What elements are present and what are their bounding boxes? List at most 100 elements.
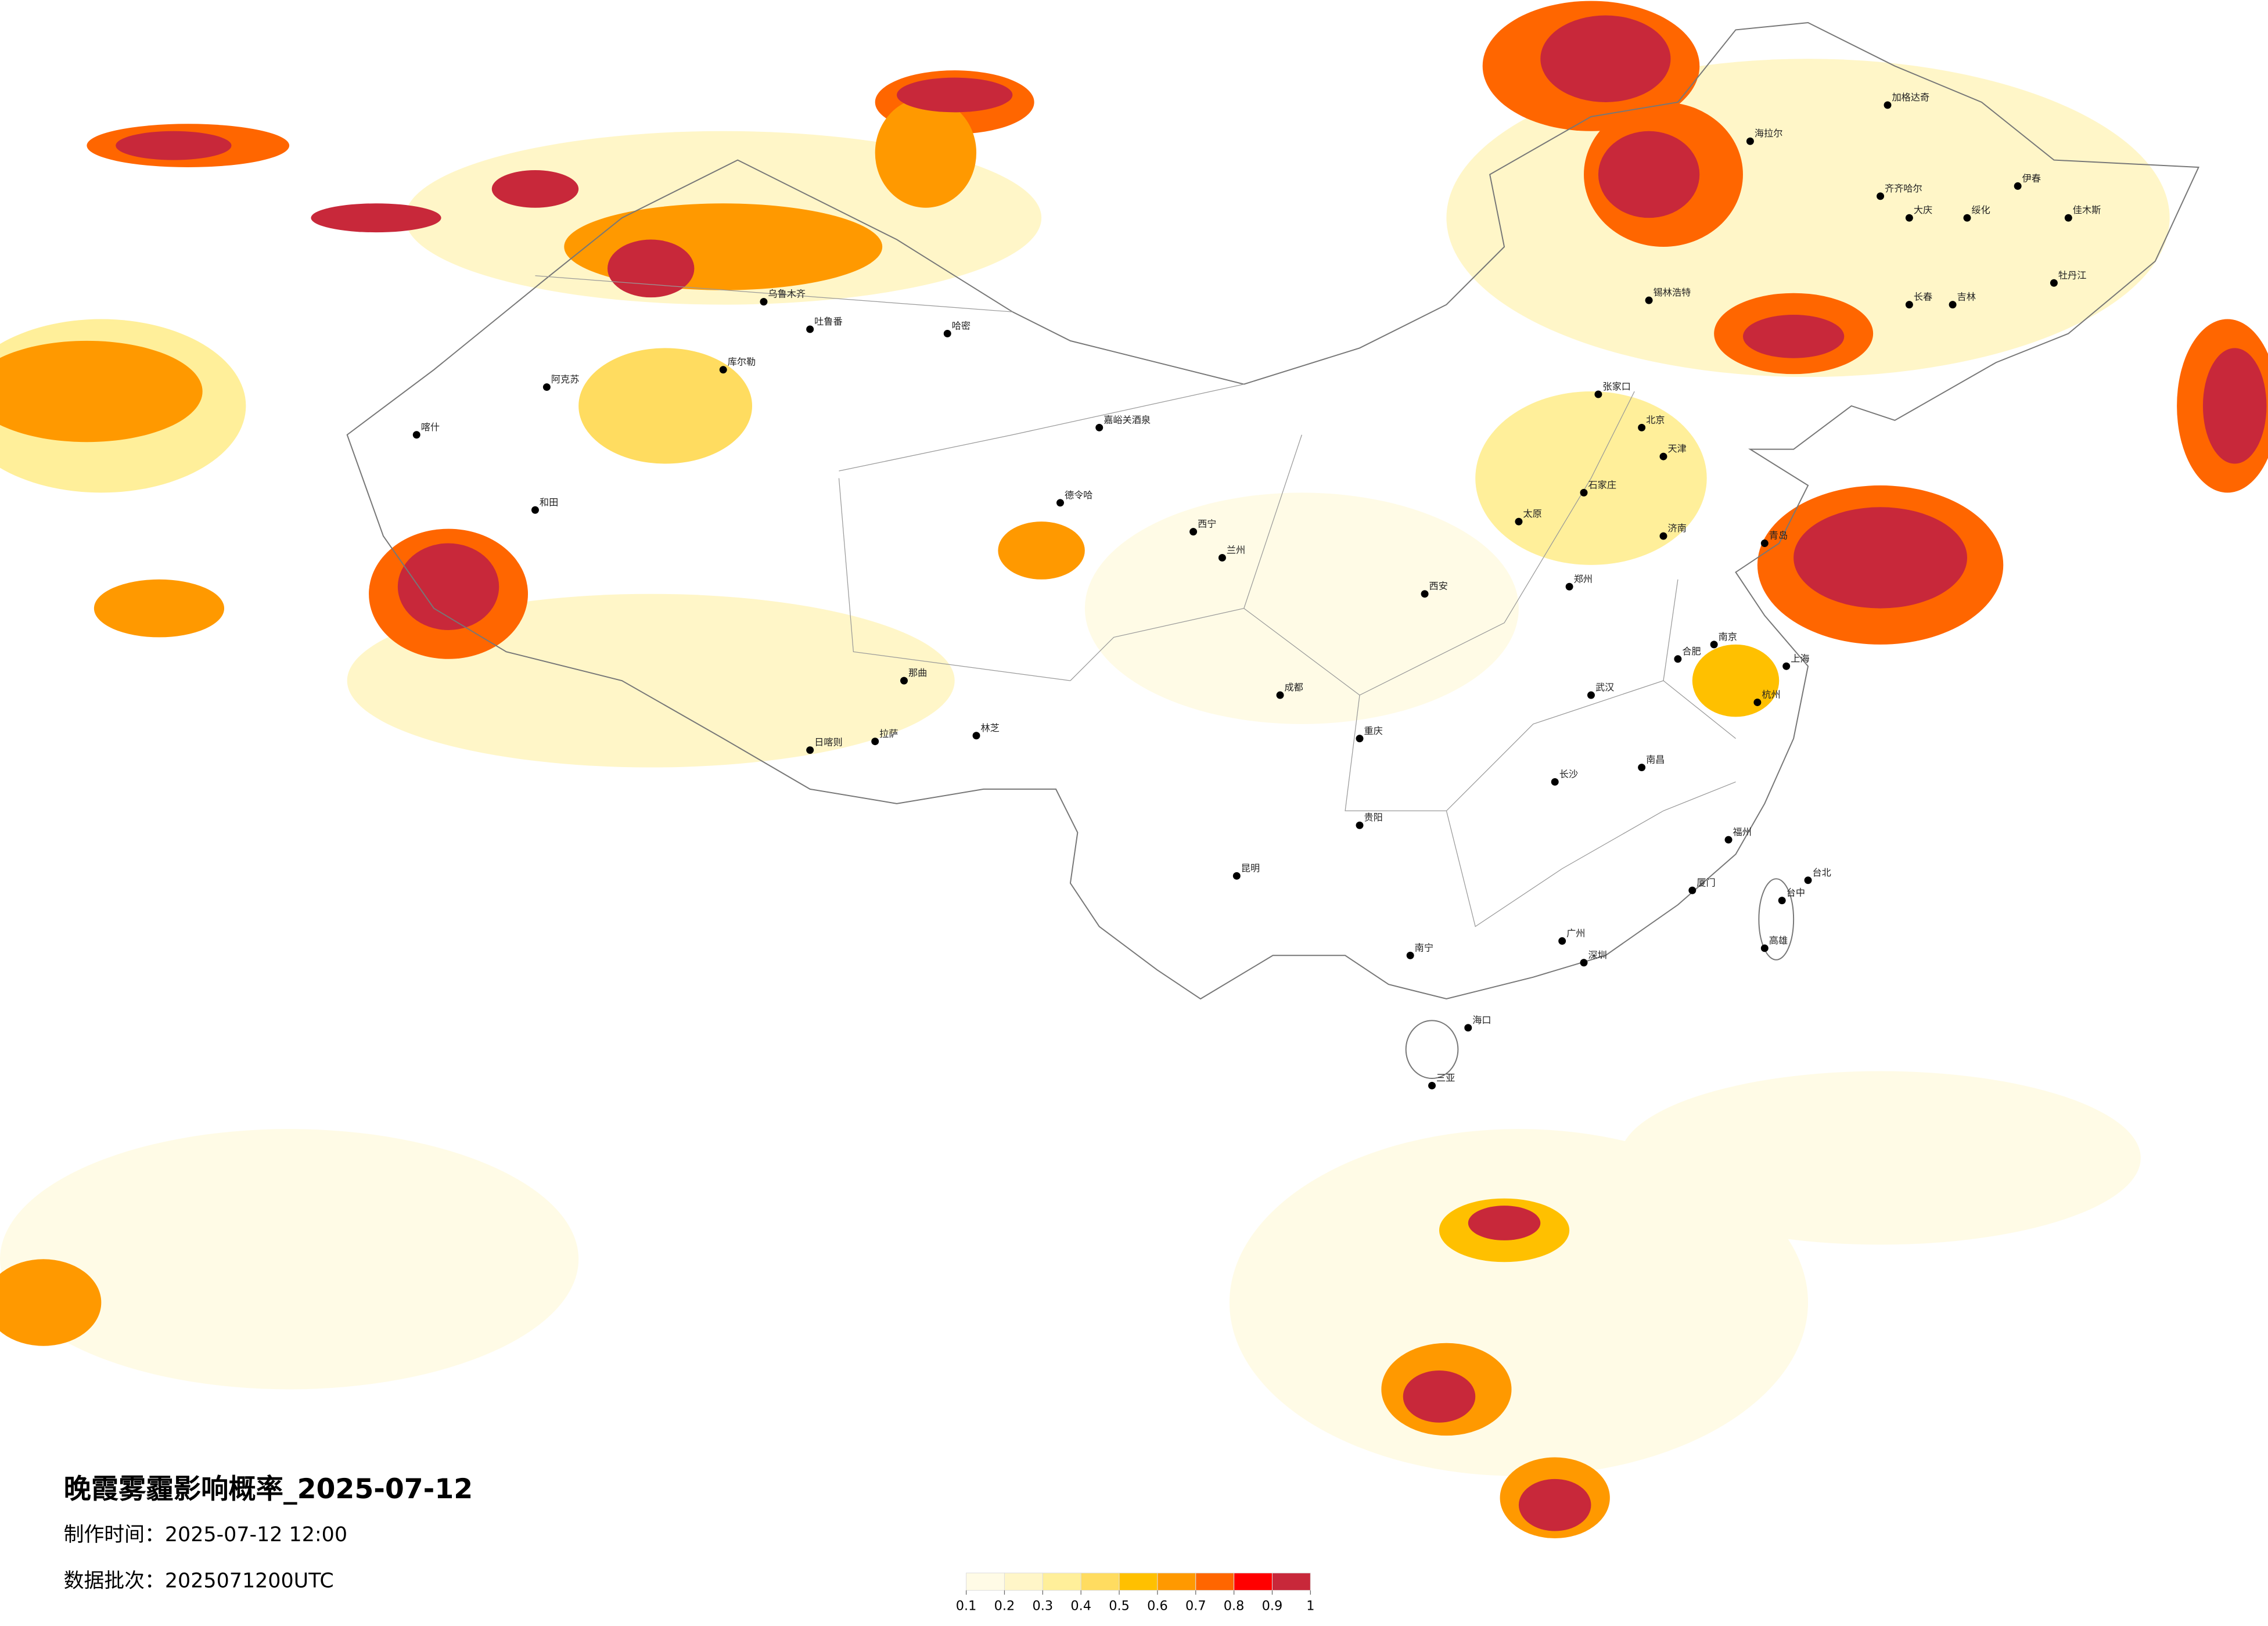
city-dot [1877, 192, 1885, 200]
city-label: 佳木斯 [2073, 204, 2101, 215]
city-label: 厦门 [1696, 877, 1715, 888]
city-label: 广州 [1566, 927, 1585, 938]
city-label: 三亚 [1436, 1072, 1455, 1083]
city-dot [1421, 590, 1429, 598]
city-dot [871, 738, 879, 746]
city-label: 吐鲁番 [814, 316, 843, 327]
data-batch: 数据批次：2025071200UTC [64, 1570, 334, 1593]
legend-tick-label: 0.4 [1070, 1599, 1091, 1614]
province-lines [535, 275, 1736, 927]
city-dot [1638, 423, 1646, 431]
haze-area [1793, 507, 1967, 609]
city-label: 重庆 [1364, 725, 1382, 736]
legend-tick-label: 0.9 [1262, 1599, 1283, 1614]
city-dot [1688, 886, 1696, 894]
legend-swatch [1234, 1573, 1273, 1591]
city-dot [1580, 488, 1588, 497]
city-label: 南京 [1719, 631, 1737, 642]
haze-area [1084, 492, 1519, 724]
haze-area [1403, 1370, 1476, 1423]
city-dot [1905, 301, 1913, 309]
city-label: 高雄 [1769, 935, 1788, 946]
city-dot [531, 506, 539, 514]
city-dot [900, 677, 908, 685]
city-label: 上海 [1791, 653, 1809, 664]
city-label: 拉萨 [879, 728, 898, 739]
haze-area [1518, 1478, 1591, 1531]
haze-area [1742, 315, 1845, 358]
city-label: 绥化 [1971, 204, 1990, 215]
haze-area [875, 98, 977, 208]
city-label: 石家庄 [1588, 479, 1616, 490]
city-dot [1056, 499, 1064, 507]
legend-tick-label: 0.1 [956, 1599, 977, 1614]
city-label: 嘉峪关酒泉 [1104, 414, 1151, 425]
city-dot [1218, 553, 1226, 562]
city-label: 乌鲁木齐 [768, 289, 806, 300]
city-dot [1949, 301, 1957, 309]
city-label: 和田 [540, 497, 558, 508]
city-dot [1276, 691, 1284, 699]
haze-area [2202, 348, 2267, 464]
city-label: 海拉尔 [1755, 128, 1783, 139]
city-label: 西安 [1429, 581, 1448, 592]
city-dot [1760, 539, 1769, 548]
legend-tick-label: 0.5 [1109, 1599, 1130, 1614]
city-label: 哈密 [952, 320, 971, 331]
city-dot [1356, 821, 1364, 829]
city-dot [1428, 1081, 1436, 1089]
city-dot [1804, 876, 1812, 884]
legend-tick-label: 0.2 [994, 1599, 1015, 1614]
city-label: 太原 [1523, 508, 1541, 519]
city-dot [1963, 214, 1971, 222]
legend-swatch [1119, 1573, 1158, 1591]
haze-area [397, 543, 499, 630]
legend-tick-label: 0.8 [1224, 1599, 1245, 1614]
city-dot [719, 366, 727, 374]
probability-field [0, 1, 2268, 1538]
haze-area [491, 170, 579, 208]
city-dot [2050, 279, 2058, 287]
city-dot [1674, 655, 1682, 663]
city-label: 加格达奇 [1892, 92, 1929, 103]
made-time: 制作时间：2025-07-12 12:00 [64, 1523, 347, 1546]
hainan [1405, 1020, 1459, 1079]
city-dot [1356, 735, 1364, 743]
city-dot [1782, 662, 1791, 670]
city-dot [1724, 836, 1733, 844]
city-label: 南昌 [1646, 754, 1665, 765]
legend-swatch [1004, 1573, 1043, 1591]
legend-swatch [1271, 1573, 1311, 1591]
haze-area [998, 521, 1085, 580]
city-label: 那曲 [908, 667, 927, 678]
city-dot [806, 325, 814, 333]
city-label: 台北 [1813, 867, 1831, 878]
city-dot [1884, 101, 1892, 109]
city-label: 杭州 [1762, 689, 1780, 700]
city-dot [1580, 959, 1588, 967]
city-dot [2014, 182, 2022, 190]
city-label: 成都 [1285, 682, 1303, 693]
city-dot [1558, 937, 1566, 945]
legend-tick-label: 1 [1306, 1599, 1314, 1614]
city-label: 日喀则 [814, 737, 843, 748]
haze-area [0, 1129, 579, 1390]
city-dot [2064, 214, 2072, 222]
city-label: 北京 [1646, 414, 1665, 425]
city-dot [1587, 691, 1595, 699]
city-dot [1638, 764, 1646, 772]
city-dot [1189, 528, 1198, 536]
city-label: 阿克苏 [551, 374, 580, 385]
city-label: 贵阳 [1364, 812, 1382, 823]
legend-swatch [1080, 1573, 1120, 1591]
legend-tick-label: 0.7 [1185, 1599, 1206, 1614]
city-label: 张家口 [1602, 381, 1631, 392]
city-dot [542, 383, 551, 391]
haze-area [311, 203, 441, 233]
city-label: 济南 [1667, 523, 1686, 534]
city-dot [806, 746, 814, 754]
city-label: 天津 [1667, 443, 1686, 454]
city-dot [1594, 390, 1602, 398]
city-dot [1095, 423, 1104, 431]
